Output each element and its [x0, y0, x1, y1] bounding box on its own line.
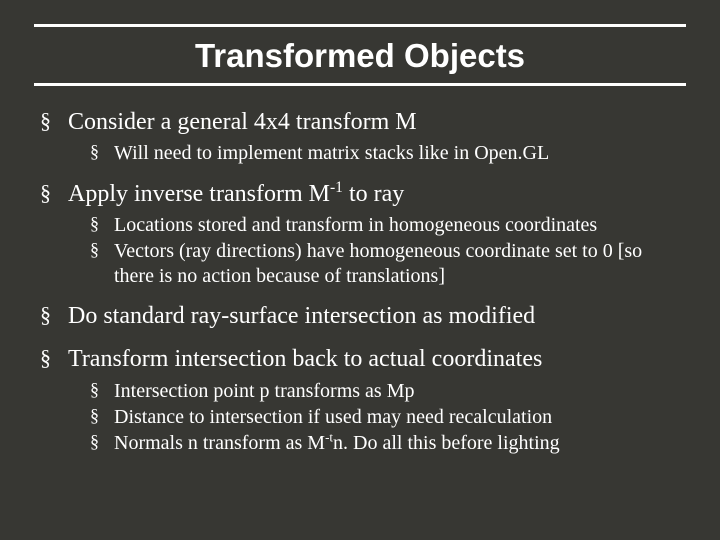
bullet-2-sup: -1 [330, 179, 343, 196]
bullet-2-sub-1: Locations stored and transform in homoge… [90, 213, 686, 237]
bullet-4-sublist: Intersection point p transforms as Mp Di… [68, 379, 686, 456]
slide-title: Transformed Objects [34, 27, 686, 83]
bullet-1-sub-1: Will need to implement matrix stacks lik… [90, 141, 686, 165]
bullet-4-sub-1: Intersection point p transforms as Mp [90, 379, 686, 403]
bullet-4-sub-3-post: n. Do all this before lighting [333, 432, 560, 454]
bullet-4-sub-3-pre: Normals n transform as M [114, 432, 325, 454]
bullet-4-sub-3: Normals n transform as M-tn. Do all this… [90, 431, 686, 455]
bullet-2-pre: Apply inverse transform M [68, 181, 330, 207]
bullet-4-sub-3-sup: -t [325, 430, 333, 445]
bullet-3-text: Do standard ray-surface intersection as … [68, 303, 535, 329]
bullet-2-post: to ray [343, 181, 404, 207]
bullet-2: Apply inverse transform M-1 to ray Locat… [40, 180, 686, 288]
rule-bottom [34, 83, 686, 86]
bullet-1: Consider a general 4x4 transform M Will … [40, 108, 686, 166]
bullet-4-text: Transform intersection back to actual co… [68, 346, 542, 372]
bullet-1-sublist: Will need to implement matrix stacks lik… [68, 141, 686, 165]
bullet-list: Consider a general 4x4 transform M Will … [34, 108, 686, 456]
bullet-4: Transform intersection back to actual co… [40, 345, 686, 455]
slide: Transformed Objects Consider a general 4… [0, 0, 720, 456]
bullet-2-sub-2: Vectors (ray directions) have homogeneou… [90, 239, 686, 288]
bullet-2-sublist: Locations stored and transform in homoge… [68, 213, 686, 288]
bullet-3: Do standard ray-surface intersection as … [40, 302, 686, 331]
bullet-1-text: Consider a general 4x4 transform M [68, 109, 417, 135]
bullet-4-sub-2: Distance to intersection if used may nee… [90, 405, 686, 429]
